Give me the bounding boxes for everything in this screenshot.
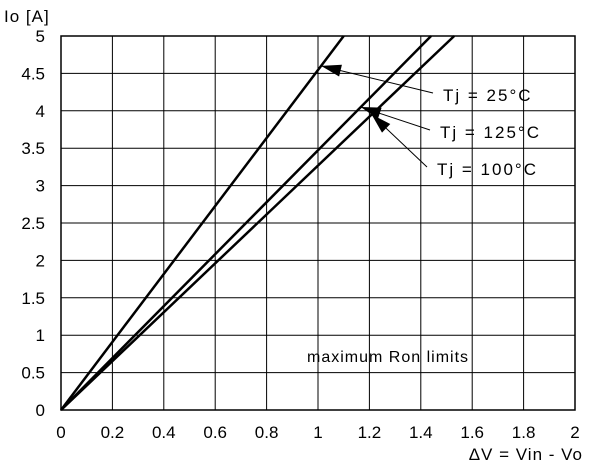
series-group bbox=[60, 35, 456, 411]
x-tick-label: 2 bbox=[570, 423, 579, 442]
y-tick-label: 5 bbox=[36, 27, 45, 46]
y-tick-label: 3 bbox=[36, 177, 45, 196]
y-tick-label: 3.5 bbox=[21, 139, 45, 158]
legend-label-1: Tj = 25°C bbox=[443, 86, 533, 105]
annotation-maximum-ron-limits: maximum Ron limits bbox=[307, 349, 469, 366]
legend-arrow-1 bbox=[321, 64, 342, 77]
series-line-2 bbox=[60, 35, 432, 411]
y-tick-label: 1 bbox=[36, 326, 45, 345]
y-tick-labels: 0 0.5 1 1.5 2 2.5 3 3.5 4 4.5 5 bbox=[21, 27, 45, 420]
series-line-3 bbox=[60, 35, 456, 411]
legend-arrow-3 bbox=[371, 114, 391, 133]
x-tick-label: 1 bbox=[313, 423, 322, 442]
x-tick-label: 0.6 bbox=[203, 423, 227, 442]
plot-frame bbox=[60, 35, 576, 411]
y-tick-label: 0.5 bbox=[21, 364, 45, 383]
y-tick-label: 0 bbox=[36, 401, 45, 420]
x-tick-label: 0.2 bbox=[101, 423, 125, 442]
x-tick-label: 0 bbox=[56, 423, 65, 442]
plot-border bbox=[60, 35, 576, 411]
legend-label-3: Tj = 100°C bbox=[437, 160, 538, 179]
x-tick-labels: 0 0.2 0.4 0.6 0.8 1 1.2 1.4 1.6 1.8 2 bbox=[56, 423, 579, 442]
x-tick-label: 1.2 bbox=[358, 423, 382, 442]
x-tick-label: 0.8 bbox=[255, 423, 279, 442]
x-tick-label: 1.8 bbox=[512, 423, 536, 442]
legend-arrow-2 bbox=[360, 107, 382, 120]
y-tick-label: 1.5 bbox=[21, 289, 45, 308]
legend: Tj = 25°C Tj = 125°C Tj = 100°C bbox=[320, 64, 541, 179]
y-tick-label: 4.5 bbox=[21, 64, 45, 83]
legend-label-2: Tj = 125°C bbox=[440, 123, 541, 142]
x-tick-label: 1.4 bbox=[409, 423, 433, 442]
y-tick-label: 4 bbox=[36, 102, 45, 121]
y-axis-label: Io [A] bbox=[4, 7, 50, 26]
x-tick-label: 0.4 bbox=[152, 423, 176, 442]
y-tick-label: 2.5 bbox=[21, 214, 45, 233]
series-line-1 bbox=[60, 35, 345, 411]
x-axis-label: ΔV = Vin - Vo bbox=[469, 445, 583, 464]
x-tick-label: 1.6 bbox=[460, 423, 484, 442]
y-tick-label: 2 bbox=[36, 251, 45, 270]
